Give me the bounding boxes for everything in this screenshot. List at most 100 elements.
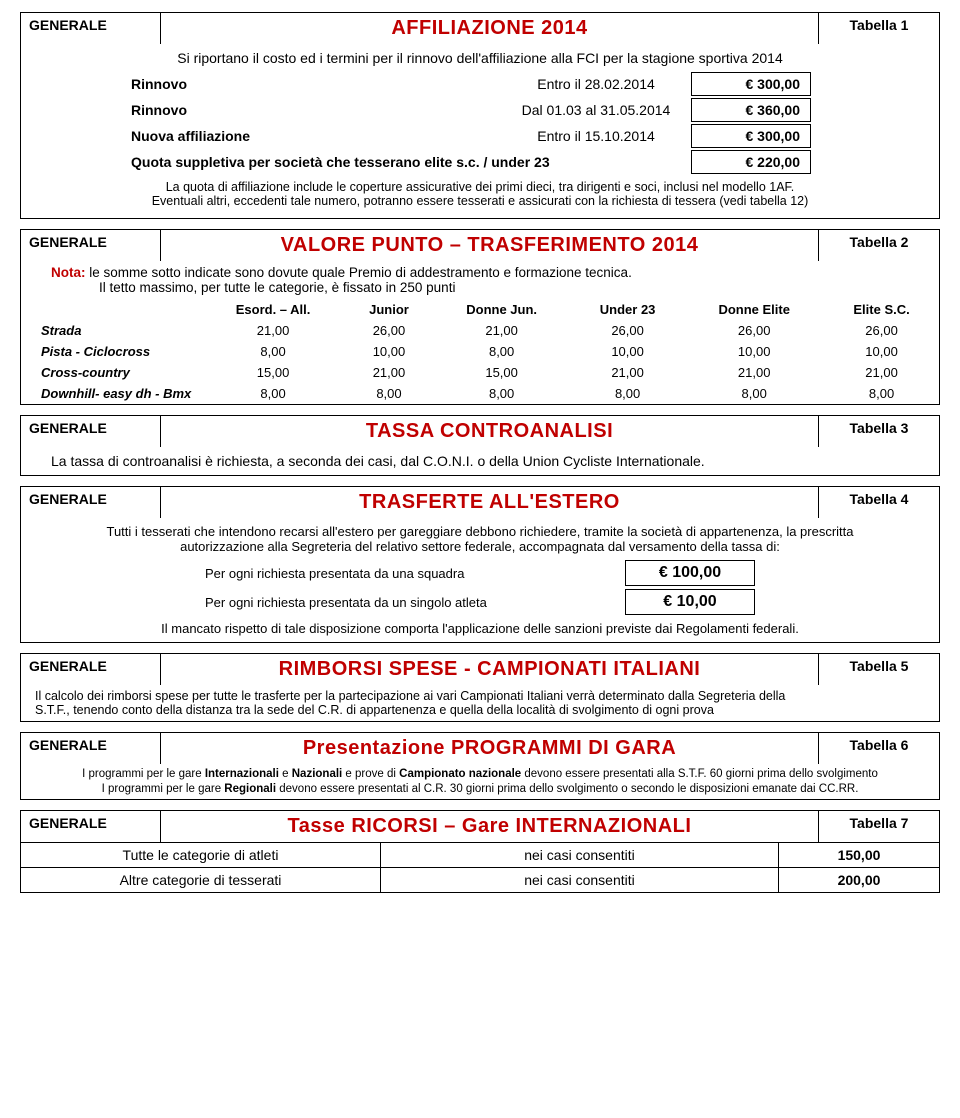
t4-body: Tutti i tesserati che intendono recarsi … bbox=[20, 518, 940, 643]
cell-value: 8,00 bbox=[432, 383, 571, 405]
row-label: Cross-country bbox=[21, 362, 201, 383]
cell-value: 26,00 bbox=[571, 320, 684, 341]
t7-header: GENERALE Tasse RICORSI – Gare INTERNAZIO… bbox=[20, 810, 940, 843]
tab-number: Tabella 5 bbox=[819, 654, 939, 685]
fee-row: Rinnovo Entro il 28.02.2014 € 300,00 bbox=[31, 72, 929, 96]
cell-value: 21,00 bbox=[571, 362, 684, 383]
ricorsi-amt: 200,00 bbox=[779, 868, 939, 892]
cell-value: 8,00 bbox=[684, 383, 824, 405]
title: RIMBORSI SPESE - CAMPIONATI ITALIANI bbox=[161, 654, 819, 685]
t3-header: GENERALE TASSA CONTROANALISI Tabella 3 bbox=[20, 415, 940, 447]
table-1: GENERALE AFFILIAZIONE 2014 Tabella 1 Si … bbox=[20, 12, 940, 219]
tab-number: Tabella 3 bbox=[819, 416, 939, 447]
fee-label: Quota suppletiva per società che tessera… bbox=[31, 154, 681, 170]
category: GENERALE bbox=[21, 416, 161, 447]
nota-text1: le somme sotto indicate sono dovute qual… bbox=[89, 265, 632, 280]
cell-value: 26,00 bbox=[346, 320, 433, 341]
fee-label: Per ogni richiesta presentata da un sing… bbox=[205, 595, 585, 610]
table-row: Cross-country15,0021,0015,0021,0021,0021… bbox=[21, 362, 940, 383]
cell-value: 21,00 bbox=[201, 320, 346, 341]
t3-desc: La tassa di controanalisi è richiesta, a… bbox=[20, 447, 940, 476]
table-2: GENERALE VALORE PUNTO – TRASFERIMENTO 20… bbox=[20, 229, 940, 405]
nota-label: Nota: bbox=[51, 265, 86, 280]
cell-value: 21,00 bbox=[684, 362, 824, 383]
t1-body: Si riportano il costo ed i termini per i… bbox=[20, 44, 940, 219]
fee-label: Rinnovo bbox=[31, 102, 511, 118]
cell-value: 15,00 bbox=[432, 362, 571, 383]
column-header: Donne Elite bbox=[684, 299, 824, 320]
t1-note1: La quota di affiliazione include le cope… bbox=[31, 180, 929, 194]
t1-note2: Eventuali altri, eccedenti tale numero, … bbox=[31, 194, 929, 208]
t4-header: GENERALE TRASFERTE ALL'ESTERO Tabella 4 bbox=[20, 486, 940, 518]
ricorsi-row: Altre categorie di tesserati nei casi co… bbox=[20, 868, 940, 893]
row-label: Strada bbox=[21, 320, 201, 341]
tab-number: Tabella 4 bbox=[819, 487, 939, 518]
category: GENERALE bbox=[21, 13, 161, 44]
t4-r1: Per ogni richiesta presentata da una squ… bbox=[51, 560, 909, 586]
title: VALORE PUNTO – TRASFERIMENTO 2014 bbox=[161, 230, 819, 261]
ricorsi-amt: 150,00 bbox=[779, 843, 939, 867]
column-header: Esord. – All. bbox=[201, 299, 346, 320]
fee-row: Rinnovo Dal 01.03 al 31.05.2014 € 360,00 bbox=[31, 98, 929, 122]
fee-date: Entro il 15.10.2014 bbox=[511, 128, 681, 144]
column-header: Donne Jun. bbox=[432, 299, 571, 320]
column-header: Junior bbox=[346, 299, 433, 320]
fee-amount: € 300,00 bbox=[691, 124, 811, 148]
title: AFFILIAZIONE 2014 bbox=[161, 13, 819, 44]
tab-number: Tabella 7 bbox=[819, 811, 939, 842]
t1-header: GENERALE AFFILIAZIONE 2014 Tabella 1 bbox=[20, 12, 940, 44]
t6-line1: I programmi per le gare Internazionali e… bbox=[29, 768, 931, 780]
t5-header: GENERALE RIMBORSI SPESE - CAMPIONATI ITA… bbox=[20, 653, 940, 685]
fee-amount: € 100,00 bbox=[625, 560, 755, 586]
t6-header: GENERALE Presentazione PROGRAMMI DI GARA… bbox=[20, 732, 940, 764]
category: GENERALE bbox=[21, 230, 161, 261]
fee-label: Rinnovo bbox=[31, 76, 511, 92]
fee-label: Per ogni richiesta presentata da una squ… bbox=[205, 566, 585, 581]
fee-amount: € 220,00 bbox=[691, 150, 811, 174]
t2-nota: Nota: le somme sotto indicate sono dovut… bbox=[20, 261, 940, 299]
t4-d1: Tutti i tesserati che intendono recarsi … bbox=[51, 524, 909, 539]
category: GENERALE bbox=[21, 487, 161, 518]
ricorsi-row: Tutte le categorie di atleti nei casi co… bbox=[20, 843, 940, 868]
table-row: Downhill- easy dh - Bmx8,008,008,008,008… bbox=[21, 383, 940, 405]
t2-header: GENERALE VALORE PUNTO – TRASFERIMENTO 20… bbox=[20, 229, 940, 261]
table-3: GENERALE TASSA CONTROANALISI Tabella 3 L… bbox=[20, 415, 940, 476]
nota-text2: Il tetto massimo, per tutte le categorie… bbox=[51, 280, 455, 295]
row-label: Downhill- easy dh - Bmx bbox=[21, 383, 201, 405]
cell-value: 8,00 bbox=[824, 383, 939, 405]
table-5: GENERALE RIMBORSI SPESE - CAMPIONATI ITA… bbox=[20, 653, 940, 722]
t4-r2: Per ogni richiesta presentata da un sing… bbox=[51, 589, 909, 615]
t1-desc: Si riportano il costo ed i termini per i… bbox=[31, 50, 929, 66]
cell-value: 8,00 bbox=[571, 383, 684, 405]
table-6: GENERALE Presentazione PROGRAMMI DI GARA… bbox=[20, 732, 940, 800]
cell-value: 10,00 bbox=[684, 341, 824, 362]
column-header: Elite S.C. bbox=[824, 299, 939, 320]
row-label: Pista - Ciclocross bbox=[21, 341, 201, 362]
cell-value: 26,00 bbox=[824, 320, 939, 341]
fee-amount: € 360,00 bbox=[691, 98, 811, 122]
cell-value: 8,00 bbox=[432, 341, 571, 362]
category: GENERALE bbox=[21, 654, 161, 685]
tab-number: Tabella 1 bbox=[819, 13, 939, 44]
t5-d2: S.T.F., tenendo conto della distanza tra… bbox=[35, 703, 925, 717]
cell-value: 8,00 bbox=[201, 383, 346, 405]
ricorsi-cond: nei casi consentiti bbox=[381, 843, 779, 867]
cell-value: 10,00 bbox=[346, 341, 433, 362]
cell-value: 21,00 bbox=[432, 320, 571, 341]
fee-date: Dal 01.03 al 31.05.2014 bbox=[511, 102, 681, 118]
ricorsi-cat: Altre categorie di tesserati bbox=[21, 868, 381, 892]
ricorsi-cat: Tutte le categorie di atleti bbox=[21, 843, 381, 867]
t5-d1: Il calcolo dei rimborsi spese per tutte … bbox=[35, 689, 925, 703]
cell-value: 10,00 bbox=[571, 341, 684, 362]
cell-value: 21,00 bbox=[824, 362, 939, 383]
ricorsi-cond: nei casi consentiti bbox=[381, 868, 779, 892]
tab-number: Tabella 6 bbox=[819, 733, 939, 764]
category: GENERALE bbox=[21, 811, 161, 842]
column-header: Under 23 bbox=[571, 299, 684, 320]
category: GENERALE bbox=[21, 733, 161, 764]
cell-value: 15,00 bbox=[201, 362, 346, 383]
cell-value: 26,00 bbox=[684, 320, 824, 341]
table-7: GENERALE Tasse RICORSI – Gare INTERNAZIO… bbox=[20, 810, 940, 893]
title: Tasse RICORSI – Gare INTERNAZIONALI bbox=[161, 811, 819, 842]
fee-label: Nuova affiliazione bbox=[31, 128, 511, 144]
